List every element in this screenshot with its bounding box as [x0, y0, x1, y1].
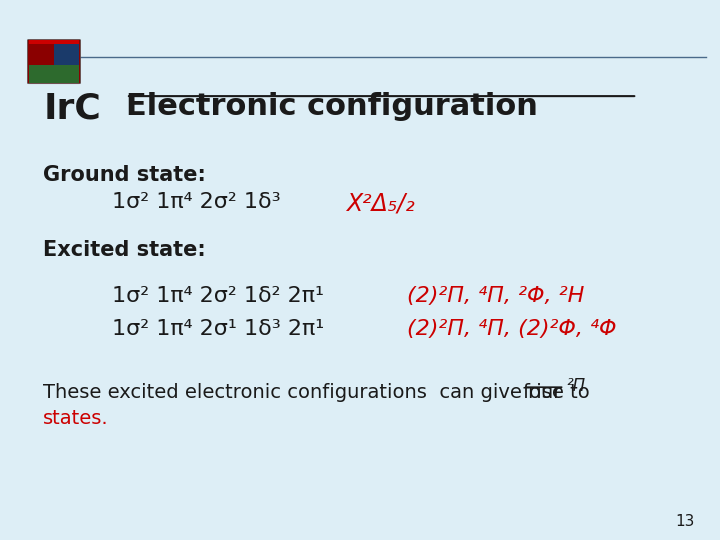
Text: 1σ² 1π⁴ 2σ² 1δ³: 1σ² 1π⁴ 2σ² 1δ³ — [112, 192, 280, 212]
Bar — [29, 65, 79, 83]
Text: Electronic configuration: Electronic configuration — [126, 92, 538, 121]
Text: Ground state:: Ground state: — [43, 165, 206, 185]
Text: These excited electronic configurations  can give rise to: These excited electronic configurations … — [43, 383, 596, 402]
Text: Excited state:: Excited state: — [43, 240, 206, 260]
Text: 1σ² 1π⁴ 2σ² 1δ² 2π¹: 1σ² 1π⁴ 2σ² 1δ² 2π¹ — [112, 286, 323, 306]
Text: (2)²Π, ⁴Π, (2)²Φ, ⁴Φ: (2)²Π, ⁴Π, (2)²Φ, ⁴Φ — [407, 319, 616, 339]
FancyBboxPatch shape — [27, 39, 81, 84]
Text: 1σ² 1π⁴ 2σ¹ 1δ³ 2π¹: 1σ² 1π⁴ 2σ¹ 1δ³ 2π¹ — [112, 319, 324, 339]
Bar — [54, 43, 79, 65]
Text: states.: states. — [43, 409, 109, 428]
Bar — [29, 40, 79, 44]
Text: X²Δ₅/₂: X²Δ₅/₂ — [346, 192, 414, 215]
Text: ²Π: ²Π — [566, 377, 585, 395]
Text: 13: 13 — [675, 514, 695, 529]
Text: four: four — [523, 383, 562, 402]
Text: IrC: IrC — [43, 92, 101, 126]
Text: (2)²Π, ⁴Π, ²Φ, ²H: (2)²Π, ⁴Π, ²Φ, ²H — [407, 286, 584, 306]
